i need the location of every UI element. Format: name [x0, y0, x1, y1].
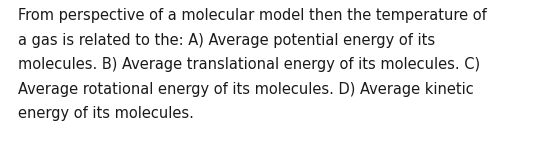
Text: molecules. B) Average translational energy of its molecules. C): molecules. B) Average translational ener… — [18, 57, 480, 72]
Text: energy of its molecules.: energy of its molecules. — [18, 106, 194, 121]
Text: a gas is related to the: A) Average potential energy of its: a gas is related to the: A) Average pote… — [18, 33, 435, 47]
Text: Average rotational energy of its molecules. D) Average kinetic: Average rotational energy of its molecul… — [18, 81, 474, 97]
Text: From perspective of a molecular model then the temperature of: From perspective of a molecular model th… — [18, 8, 487, 23]
